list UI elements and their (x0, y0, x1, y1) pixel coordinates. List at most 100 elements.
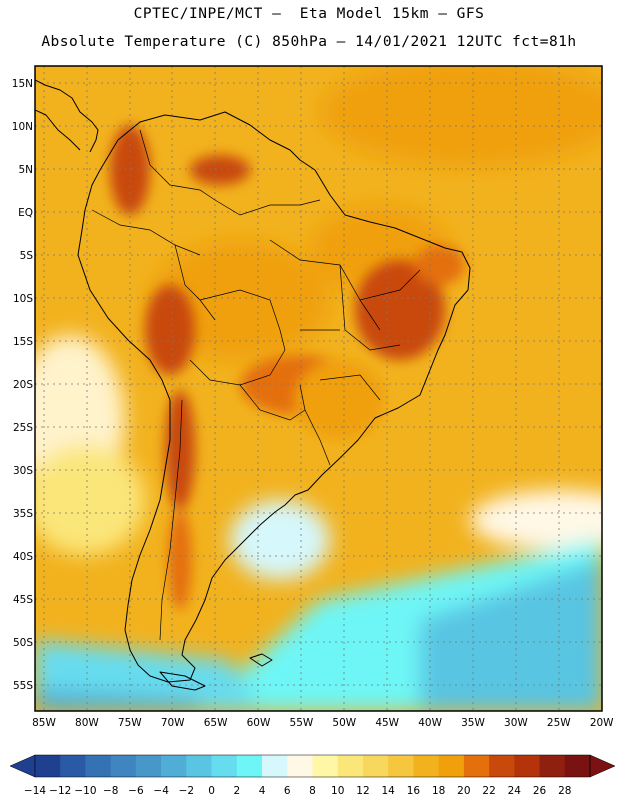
latitude-labels: 15N 10N 5N EQ 5S 10S 15S 20S 25S 30S 35S 40S 45S 50S 5… (12, 78, 34, 692)
lon-label: 65W (204, 717, 228, 729)
lat-label: 25S (13, 422, 33, 434)
colorbar-label: 18 (432, 785, 445, 797)
lon-label: 70W (161, 717, 185, 729)
border-peru-brazil (174, 244, 216, 321)
lat-label: 5N (18, 164, 33, 176)
colorbar-label: 20 (457, 785, 470, 797)
colorbar-label: 22 (482, 785, 495, 797)
colorbar-swatch (236, 755, 263, 777)
colorbar-label: 24 (508, 785, 522, 797)
colorbar-label: 4 (259, 785, 266, 797)
lon-label: 80W (75, 717, 99, 729)
lat-label: 15N (12, 78, 33, 90)
colorbar-swatch (362, 755, 389, 777)
colorbar-label: −6 (128, 785, 144, 797)
field-south-atlantic-blue (420, 560, 602, 711)
lon-label: 50W (332, 717, 356, 729)
field-drake-cyan (35, 640, 260, 711)
colorbar-label: 6 (284, 785, 291, 797)
tierra-del-fuego (159, 671, 206, 691)
central-america-coastline (35, 79, 99, 153)
colorbar-label: −4 (153, 785, 169, 797)
colorbar-outline (34, 754, 591, 778)
lon-label: 40W (418, 717, 442, 729)
temperature-field (35, 66, 602, 711)
colorbar-label: 12 (356, 785, 369, 797)
colorbar-label: 2 (233, 785, 240, 797)
lat-label: 50S (13, 637, 33, 649)
colorbar-swatch (539, 755, 566, 777)
colorbar-swatch (287, 755, 313, 777)
lon-label: 60W (247, 717, 271, 729)
colorbar-label: −12 (49, 785, 71, 797)
colorbar-label: 14 (381, 785, 395, 797)
colorbar-label: −8 (103, 785, 118, 797)
field-drake-blue (35, 690, 200, 711)
colorbar-swatch (312, 755, 339, 777)
colorbar-label: 10 (331, 785, 344, 797)
lat-label: 15S (13, 336, 33, 348)
field-sao-paulo-warm (295, 360, 385, 440)
colorbar-swatch (463, 755, 490, 777)
border-chile-argentina (159, 399, 183, 641)
colorbar-low-arrow (9, 754, 36, 778)
field-pacific-mild (35, 445, 145, 555)
field-andes-south-hot (168, 510, 192, 610)
lat-label: 35S (13, 508, 33, 520)
lat-label: EQ (18, 207, 33, 219)
colorbar-swatch (186, 755, 212, 777)
field-venezuela-hot (190, 155, 250, 185)
lat-label: 55S (13, 680, 33, 692)
colorbar-swatch (438, 755, 465, 777)
colorbar-swatch (413, 755, 439, 777)
lat-label: 10S (13, 293, 33, 305)
colorbar-swatch (60, 755, 86, 777)
colorbar-swatch (262, 755, 288, 777)
colorbar-swatch (388, 755, 414, 777)
colorbar-label: 16 (407, 785, 421, 797)
colorbar-swatch (135, 755, 162, 777)
colorbar-label: −10 (74, 785, 96, 797)
colorbar-label: 28 (558, 785, 571, 797)
lon-label: 55W (290, 717, 314, 729)
field-atlantic-cool (470, 490, 602, 550)
lat-label: 30S (13, 465, 33, 477)
colorbar-swatch (110, 755, 137, 777)
lon-label: 85W (32, 717, 56, 729)
lon-label: 75W (118, 717, 142, 729)
lat-label: 45S (13, 594, 33, 606)
border-colombia-venezuela (139, 129, 216, 201)
lat-label: 20S (13, 379, 33, 391)
lat-label: 5S (20, 250, 34, 262)
political-borders (91, 129, 421, 641)
border-colombia-peru (91, 209, 201, 256)
graticule (35, 66, 602, 711)
lon-label: 45W (375, 717, 399, 729)
border-argentina-brazil (304, 409, 331, 466)
south-america-coastline (77, 111, 471, 683)
chart-title-line2: Absolute Temperature (C) 850hPa – 14/01/… (41, 34, 577, 50)
falklands (249, 653, 273, 667)
coastlines-and-borders (35, 79, 471, 691)
colorbar-swatch (161, 755, 187, 777)
colorbar-label: 8 (309, 785, 316, 797)
field-peru-hot (145, 285, 195, 375)
colorbar-swatch (564, 755, 591, 777)
border-brazil-states (269, 239, 421, 401)
lon-label: 25W (547, 717, 571, 729)
colorbar-label: −14 (24, 785, 46, 797)
colorbar-label: 26 (533, 785, 547, 797)
map-frame (34, 65, 603, 712)
field-warm-atlantic (320, 66, 602, 167)
colorbar-swatch (337, 755, 364, 777)
field-bahia-hot (355, 260, 445, 360)
border-paraguay (239, 384, 306, 421)
colorbar-swatch (211, 755, 238, 777)
lon-label: 30W (504, 717, 528, 729)
colorbar-swatch (35, 755, 61, 777)
colorbar-swatch (85, 755, 111, 777)
chart-title-line1: CPTEC/INPE/MCT – Eta Model 15km – GFS (133, 6, 485, 22)
colorbar-label: 0 (208, 785, 215, 797)
border-bolivia (189, 289, 286, 386)
lat-label: 10N (12, 121, 33, 133)
